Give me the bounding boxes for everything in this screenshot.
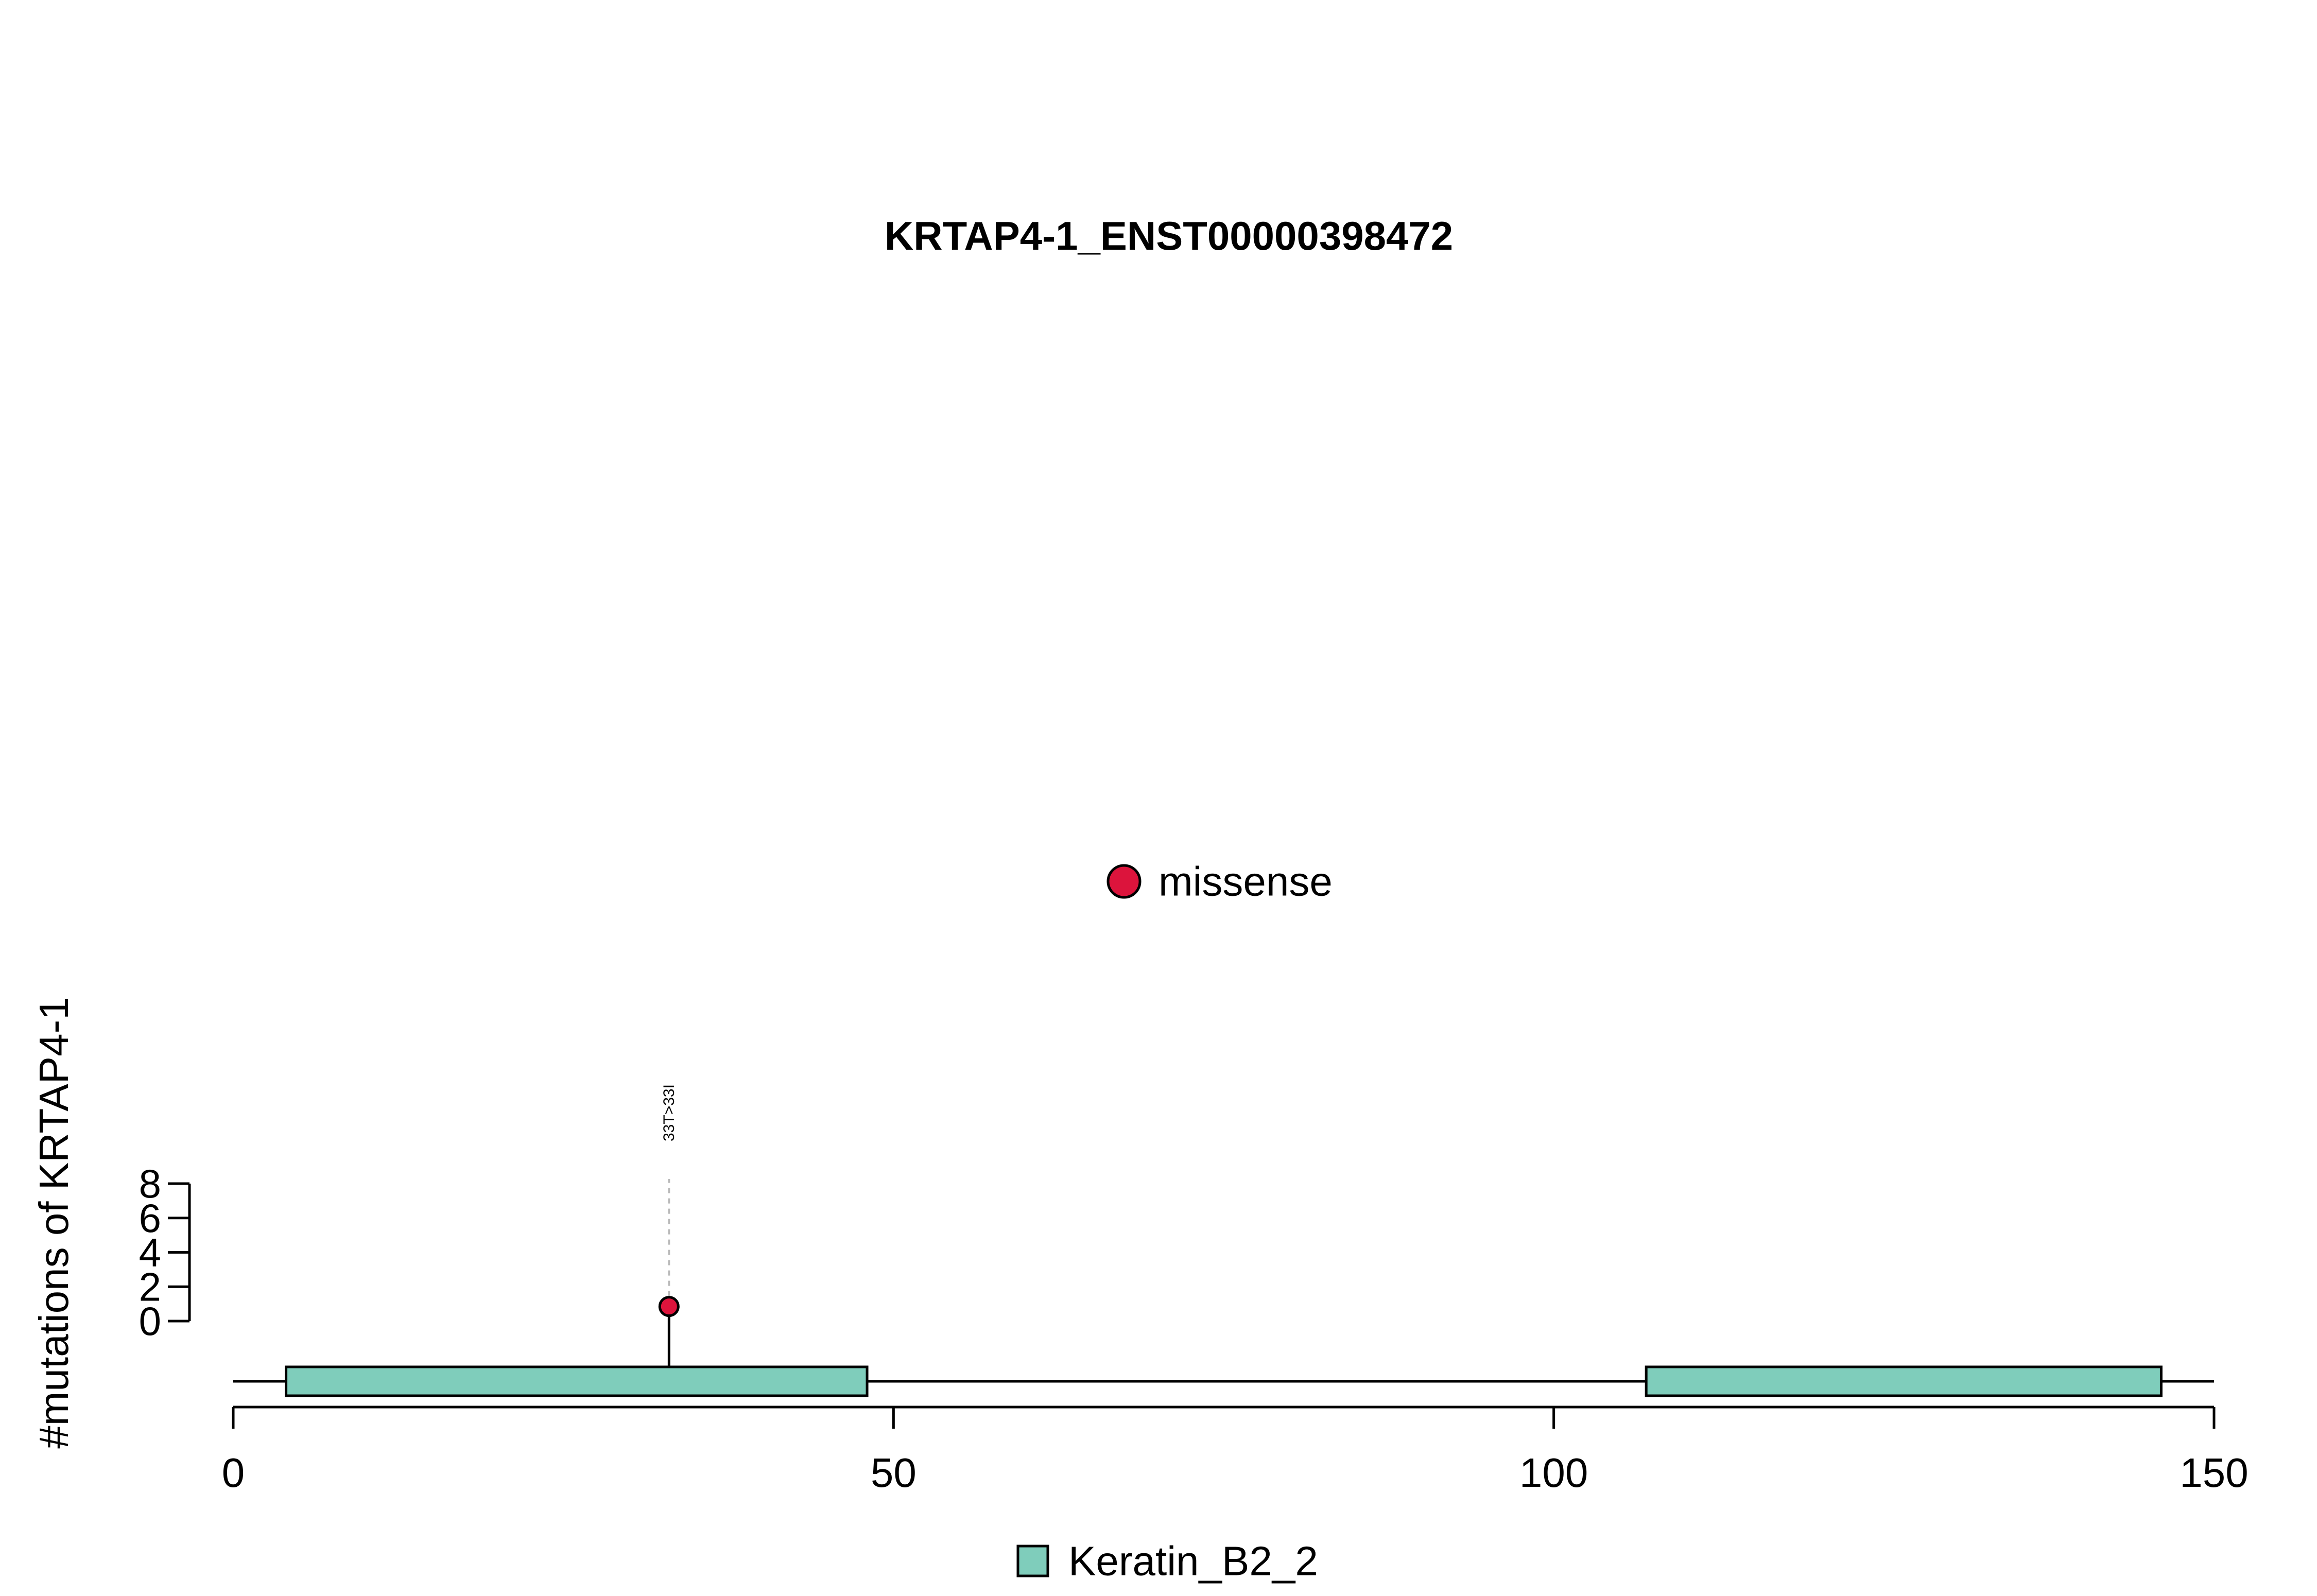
domain-box [1645,1365,2163,1397]
legend-domain-label: Keratin_B2_2 [1068,1538,1318,1584]
mutation-legend: missense [1106,859,1333,905]
x-axis: 0 50 100 150 [222,1406,2249,1496]
lollipop-head [658,1296,680,1317]
legend-missense-label: missense [1158,859,1333,905]
y-axis-label: #mutations of KRTAP4-1 [31,997,77,1448]
y-tick-label: 6 [139,1195,161,1241]
y-tick-label: 4 [139,1230,161,1275]
x-tick-label: 100 [1519,1450,1588,1496]
legend-missense-marker [1106,864,1142,899]
x-tick-label: 0 [222,1450,245,1496]
mutation-label: 33T>33I [661,1084,678,1141]
y-tick-label: 0 [139,1298,161,1344]
domain-legend: Keratin_B2_2 [1016,1538,1318,1584]
protein-domains [285,1365,2163,1397]
mutation-lollipops: 33T>33I [658,1084,680,1381]
x-tick-label: 150 [2180,1450,2248,1496]
y-tick-label: 2 [139,1264,161,1309]
x-tick-label: 50 [871,1450,917,1496]
y-tick-label: 8 [139,1161,161,1206]
chart-title: KRTAP4-1_ENST00000398472 [885,213,1453,258]
domain-box [285,1365,869,1397]
legend-domain-swatch [1016,1545,1049,1577]
